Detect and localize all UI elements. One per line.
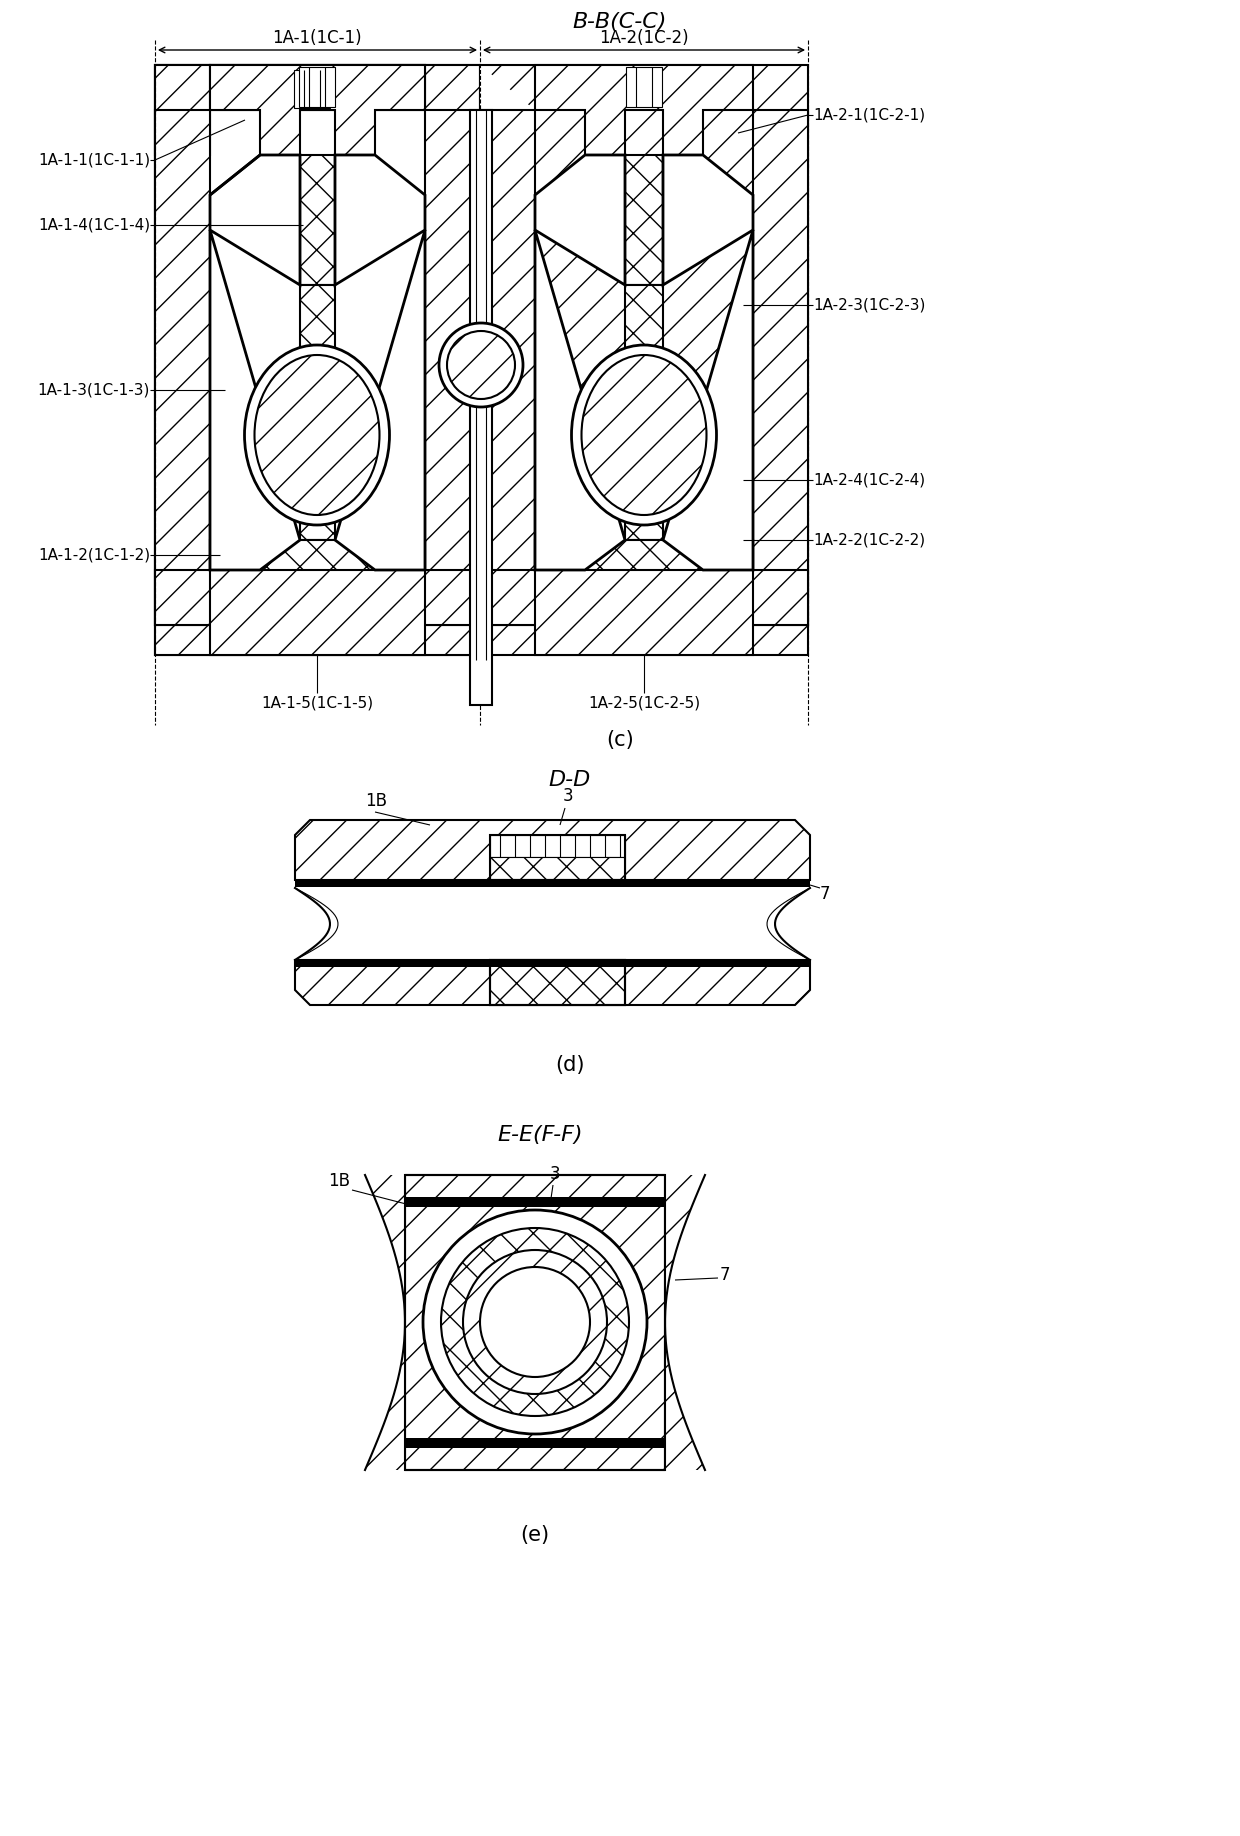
- Polygon shape: [534, 64, 753, 154]
- Text: 1A-2(1C-2): 1A-2(1C-2): [599, 29, 688, 48]
- Text: 1A-2-4(1C-2-4): 1A-2-4(1C-2-4): [813, 472, 925, 488]
- Text: 1A-2-5(1C-2-5): 1A-2-5(1C-2-5): [588, 696, 701, 711]
- Polygon shape: [534, 230, 625, 569]
- Bar: [405, 1197, 665, 1206]
- Text: 7: 7: [820, 885, 831, 903]
- Bar: [300, 285, 335, 540]
- Bar: [295, 879, 810, 887]
- Text: 1A-1(1C-1): 1A-1(1C-1): [273, 29, 362, 48]
- Ellipse shape: [572, 345, 717, 525]
- Polygon shape: [480, 110, 585, 624]
- Circle shape: [463, 1250, 608, 1394]
- Polygon shape: [534, 540, 753, 655]
- Polygon shape: [663, 154, 753, 285]
- Text: D-D: D-D: [549, 769, 591, 789]
- Text: 1A-1-4(1C-1-4): 1A-1-4(1C-1-4): [38, 217, 150, 233]
- Circle shape: [446, 330, 515, 398]
- Text: 7: 7: [720, 1267, 730, 1283]
- Ellipse shape: [582, 354, 707, 516]
- Polygon shape: [663, 230, 753, 569]
- Bar: [490, 835, 625, 857]
- Polygon shape: [210, 64, 425, 154]
- Bar: [625, 285, 663, 540]
- Polygon shape: [665, 1175, 706, 1471]
- Text: (d): (d): [556, 1056, 585, 1076]
- Bar: [490, 960, 625, 1004]
- Bar: [405, 1438, 665, 1449]
- Circle shape: [423, 1210, 647, 1434]
- Bar: [295, 960, 810, 968]
- Text: (e): (e): [521, 1526, 549, 1546]
- Polygon shape: [335, 230, 425, 569]
- Bar: [210, 95, 425, 624]
- Polygon shape: [480, 64, 808, 655]
- Circle shape: [439, 323, 523, 408]
- Ellipse shape: [244, 345, 389, 525]
- Text: 1B: 1B: [329, 1171, 350, 1190]
- Text: (c): (c): [606, 731, 634, 749]
- Text: 3: 3: [563, 788, 574, 804]
- Text: 1B: 1B: [365, 791, 387, 810]
- Bar: [490, 835, 625, 879]
- Bar: [490, 960, 625, 1004]
- Polygon shape: [295, 960, 810, 1004]
- Polygon shape: [335, 154, 425, 285]
- Bar: [625, 154, 663, 285]
- Polygon shape: [210, 230, 300, 569]
- Text: 1A-1-3(1C-1-3): 1A-1-3(1C-1-3): [37, 382, 150, 398]
- Bar: [260, 540, 374, 569]
- Circle shape: [480, 1267, 590, 1377]
- Polygon shape: [480, 64, 534, 624]
- Text: 1A-2-1(1C-2-1): 1A-2-1(1C-2-1): [813, 108, 925, 123]
- Bar: [294, 70, 330, 108]
- Text: 1A-2-2(1C-2-2): 1A-2-2(1C-2-2): [813, 532, 925, 547]
- Bar: [155, 64, 480, 655]
- Polygon shape: [365, 1175, 405, 1471]
- Bar: [300, 154, 335, 285]
- Polygon shape: [210, 154, 300, 285]
- Polygon shape: [210, 64, 425, 624]
- Circle shape: [441, 1228, 629, 1416]
- Bar: [210, 64, 425, 110]
- Bar: [299, 66, 335, 106]
- Bar: [490, 857, 625, 879]
- Ellipse shape: [254, 354, 379, 516]
- Polygon shape: [155, 540, 480, 624]
- Polygon shape: [210, 540, 425, 655]
- Bar: [405, 1175, 665, 1471]
- Polygon shape: [703, 110, 808, 624]
- Text: B-B(C-C): B-B(C-C): [573, 13, 667, 31]
- Polygon shape: [480, 540, 808, 624]
- Bar: [626, 66, 662, 106]
- Text: 1A-1-5(1C-1-5): 1A-1-5(1C-1-5): [260, 696, 373, 711]
- Text: 1A-2-3(1C-2-3): 1A-2-3(1C-2-3): [813, 297, 925, 312]
- Polygon shape: [295, 821, 810, 879]
- Polygon shape: [155, 110, 260, 624]
- Text: E-E(F-F): E-E(F-F): [497, 1125, 583, 1146]
- Text: 1A-1-1(1C-1-1): 1A-1-1(1C-1-1): [38, 152, 150, 167]
- Text: 1A-1-2(1C-1-2): 1A-1-2(1C-1-2): [38, 547, 150, 562]
- Bar: [470, 110, 492, 705]
- Polygon shape: [155, 64, 480, 655]
- Text: 3: 3: [551, 1166, 560, 1182]
- Bar: [585, 540, 703, 569]
- Polygon shape: [374, 110, 480, 624]
- Polygon shape: [534, 154, 625, 285]
- Bar: [155, 64, 210, 154]
